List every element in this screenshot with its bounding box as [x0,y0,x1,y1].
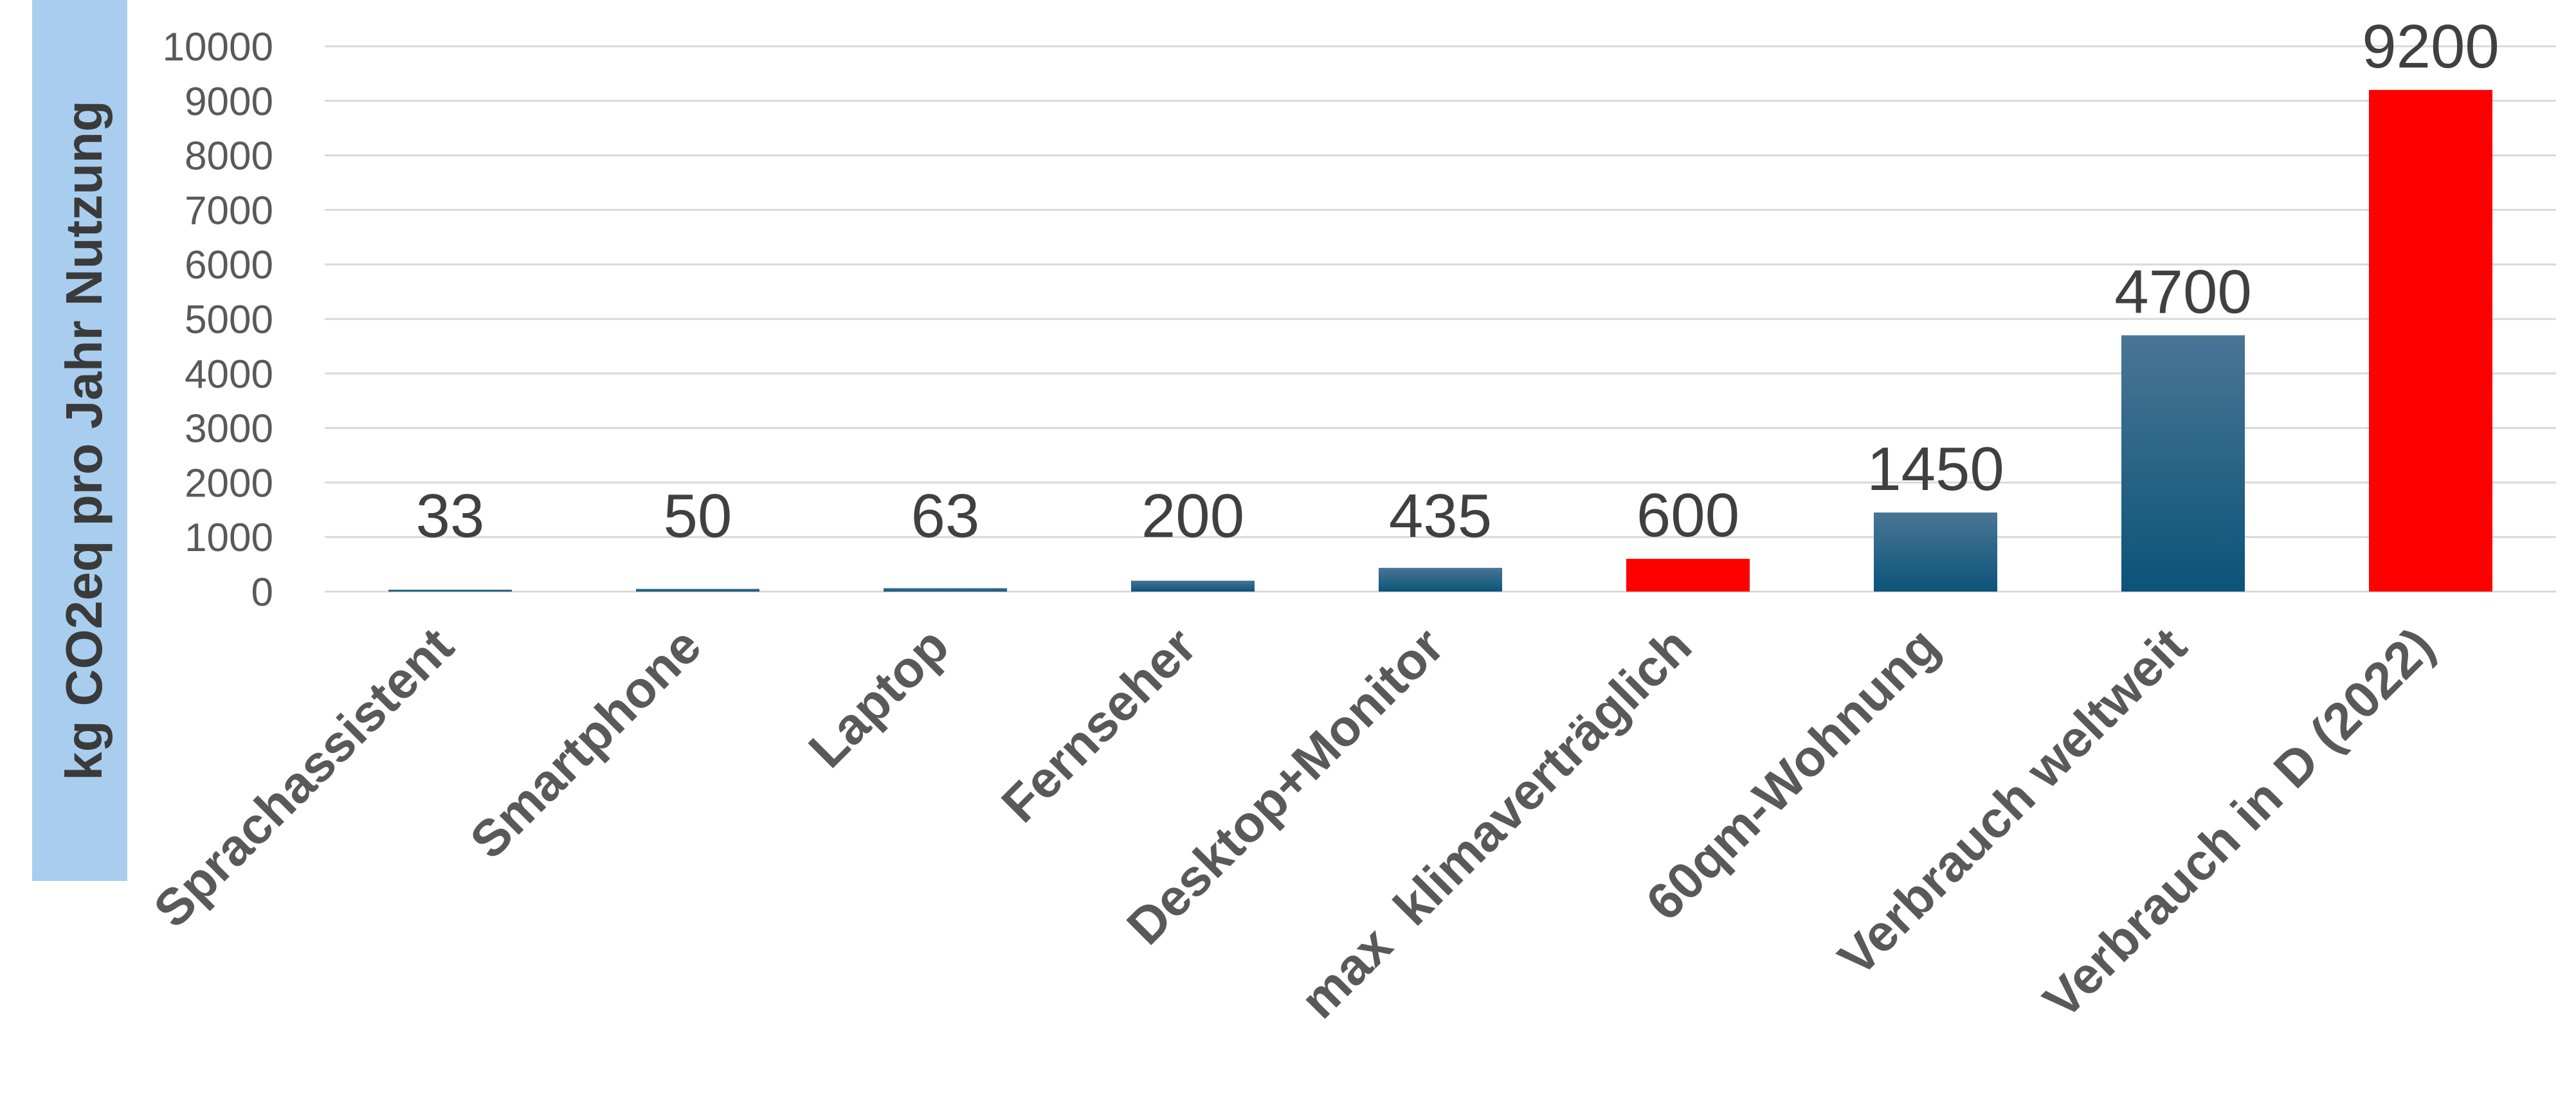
data-label: 33 [416,482,485,550]
data-label: 4700 [2114,257,2252,326]
bar [1379,568,1502,592]
y-tick-label: 9000 [185,80,273,124]
y-axis-title-group: kg CO2eq pro Jahr Nutzung [32,0,127,881]
bar [2121,335,2245,592]
y-tick-label: 0 [251,570,273,615]
y-tick-label: 5000 [185,298,273,342]
bar [1874,512,1997,592]
data-label: 1450 [1867,435,2004,503]
y-axis-title: kg CO2eq pro Jahr Nutzung [55,100,113,781]
x-tick-label: Smartphone [459,617,712,869]
data-label: 600 [1637,481,1739,550]
y-tick-label: 3000 [185,407,273,451]
x-tick-label: Fernseher [991,617,1207,833]
y-tick-label: 8000 [185,134,273,179]
x-tick-label: Sprachassistent [143,617,464,938]
data-label: 63 [911,482,980,550]
bar [1131,581,1255,592]
x-tick-label: Laptop [798,617,959,778]
y-axis-tick-labels: 0 1000 2000 3000 4000 5000 6000 7000 8000 9000 100… [163,25,273,615]
y-tick-label: 1000 [185,516,273,560]
data-labels: 33 50 63 200 435 600 1450 4700 9200 [416,12,2499,550]
data-label: 200 [1141,482,1244,550]
bar [2369,89,2492,592]
bar [1626,559,1750,592]
y-axis-title-background [32,0,127,881]
bar [636,588,759,592]
bar [388,590,512,592]
y-tick-label: 2000 [185,461,273,505]
y-tick-label: 7000 [185,188,273,233]
data-label: 50 [664,482,732,550]
y-tick-label: 10000 [163,25,273,69]
data-label: 9200 [2362,12,2499,81]
bars [388,89,2492,592]
gridlines [325,45,2556,593]
y-tick-label: 4000 [185,352,273,397]
bar [884,588,1007,592]
data-label: 435 [1389,482,1492,550]
y-tick-label: 6000 [185,243,273,287]
